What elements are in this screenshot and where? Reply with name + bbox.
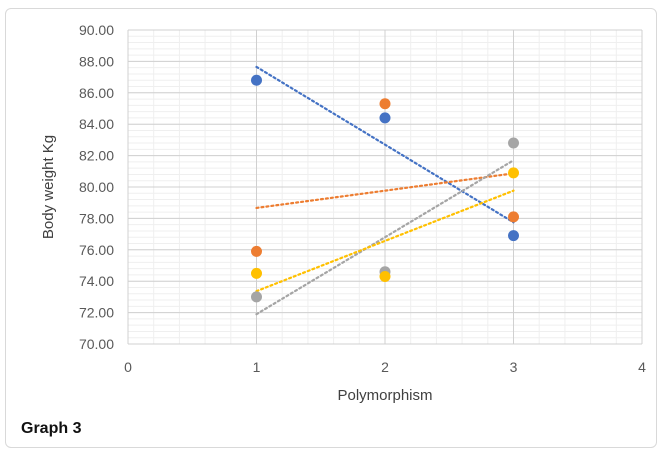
data-point: [379, 270, 391, 282]
trendline: [255, 159, 515, 316]
y-tick-label: 86.00: [79, 85, 114, 101]
data-point: [508, 230, 519, 242]
y-tick-labels: 70.00 72.00 74.00 76.00 78.00 80.00 82.00 84.00…: [79, 22, 114, 352]
y-tick-label: 90.00: [79, 22, 114, 38]
trendlines: [255, 65, 515, 316]
y-tick-label: 74.00: [79, 273, 114, 289]
y-tick-label: 80.00: [79, 179, 114, 195]
data-point: [379, 112, 391, 124]
data-point: [251, 267, 262, 279]
x-tick-label: 4: [638, 359, 646, 375]
y-tick-label: 84.00: [79, 116, 114, 132]
x-tick-label: 2: [381, 359, 389, 375]
x-tick-label: 0: [124, 359, 132, 375]
data-point: [508, 211, 519, 223]
y-tick-label: 82.00: [79, 148, 114, 164]
y-tick-label: 78.00: [79, 210, 114, 226]
y-tick-label: 88.00: [79, 53, 114, 69]
y-axis-title: Body weight Kg: [40, 135, 57, 239]
data-point: [251, 291, 262, 303]
data-point: [379, 98, 391, 110]
y-tick-label: 70.00: [79, 336, 114, 352]
x-axis-title: Polymorphism: [337, 387, 432, 404]
data-point: [251, 74, 262, 86]
x-tick-label: 3: [510, 359, 518, 375]
y-tick-label: 76.00: [79, 242, 114, 258]
data-points: [251, 74, 519, 303]
x-tick-label: 1: [253, 359, 261, 375]
trendline: [255, 189, 515, 293]
chart-frame: [5, 8, 657, 448]
graph-caption: Graph 3: [21, 420, 82, 437]
data-point: [251, 245, 262, 257]
y-tick-label: 72.00: [79, 305, 114, 321]
trendline: [255, 172, 515, 210]
x-tick-labels: 0 1 2 3 4: [124, 359, 646, 375]
data-point: [508, 137, 519, 149]
major-grid: [127, 29, 643, 345]
trendline: [255, 65, 515, 224]
data-point: [508, 167, 519, 179]
